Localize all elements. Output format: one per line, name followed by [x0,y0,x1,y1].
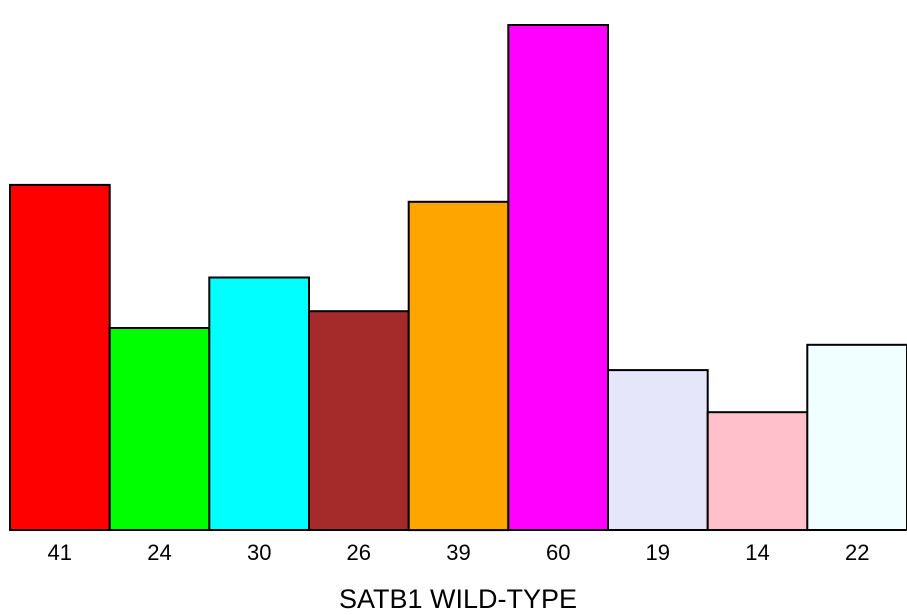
bar-24 [108,327,211,531]
x-tick-label: 60 [546,540,570,565]
x-tick-label: 22 [845,540,869,565]
x-tick-label: 24 [147,540,171,565]
x-tick-label: 39 [446,540,470,565]
bar-22 [806,343,907,531]
x-tick-label: 30 [247,540,271,565]
bar-39 [407,200,510,532]
x-tick-label: 14 [745,540,769,565]
x-axis-title: SATB1 WILD-TYPE [339,584,577,614]
bar-41 [9,183,111,531]
x-tick-label: 26 [347,540,371,565]
bar-19 [607,369,709,531]
bar-14 [706,411,809,532]
tick-labels-group: 41 24 30 26 39 60 19 14 22 [48,540,870,565]
bar-60 [507,24,609,531]
bar-30 [208,276,310,531]
x-tick-label: 19 [646,540,670,565]
bar-26 [308,310,410,532]
bars-group [9,24,907,532]
x-tick-label: 41 [48,540,72,565]
